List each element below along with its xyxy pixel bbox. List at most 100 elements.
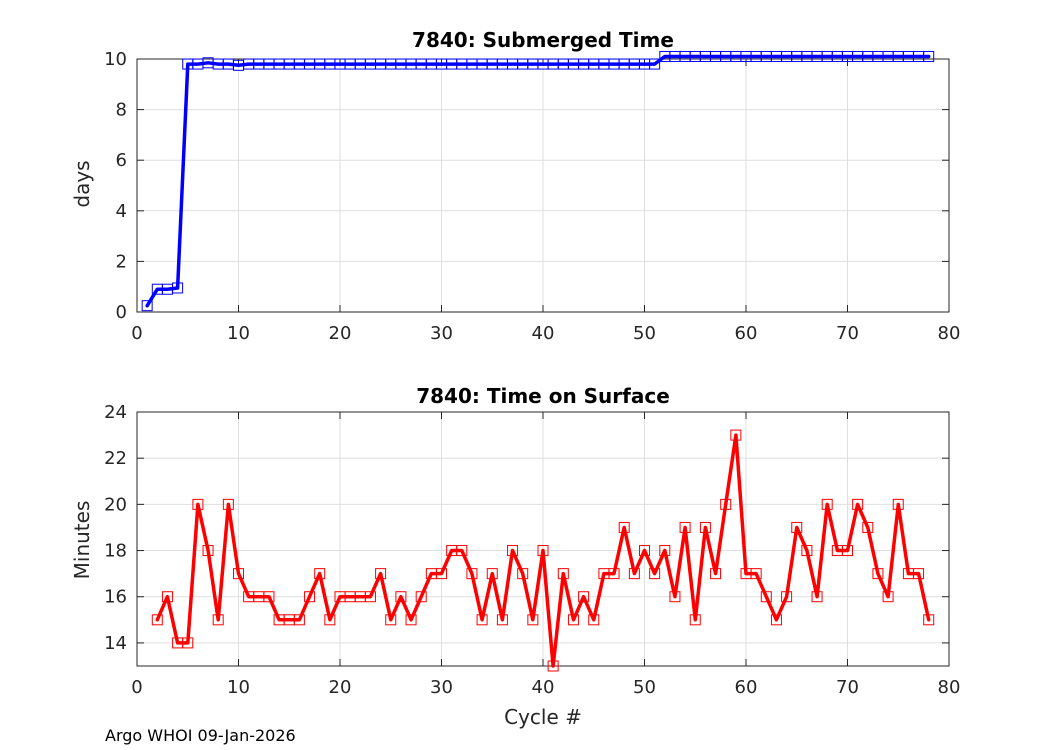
submerged-time-xtick-label: 50 [633, 323, 656, 344]
surface-time-data-point [821, 498, 833, 510]
surface-time-data-point [375, 568, 387, 580]
submerged-time-xtick-label: 20 [329, 323, 352, 344]
surface-time-data-point [202, 545, 214, 557]
surface-time-data-point [923, 614, 935, 626]
surface-time-ytick-label: 20 [104, 494, 127, 515]
surface-time-data-point [456, 545, 468, 557]
submerged-time-ytick-label: 8 [116, 100, 127, 121]
surface-time-data-point [466, 568, 478, 580]
surface-time-data-point [395, 591, 407, 603]
surface-time-data-point [547, 660, 559, 672]
surface-time-data-point [496, 614, 508, 626]
surface-time-data-point [263, 591, 275, 603]
surface-time-data-point [750, 568, 762, 580]
surface-time-data-point [689, 614, 701, 626]
submerged-time-ytick-label: 2 [116, 251, 127, 272]
surface-time-ytick-label: 16 [104, 587, 127, 608]
submerged-time-xtick-label: 0 [131, 323, 142, 344]
submerged-time-xtick-label: 70 [836, 323, 859, 344]
surface-time-data-point [710, 568, 722, 580]
surface-time-data-point [385, 614, 397, 626]
surface-time-data-point [639, 545, 650, 557]
surface-time-data-point [527, 614, 539, 626]
surface-time-xtick-label: 80 [938, 677, 961, 698]
submerged-time-title: 7840: Submerged Time [412, 28, 674, 52]
surface-time-data-point [770, 614, 782, 626]
surface-time-xtick-label: 10 [227, 677, 250, 698]
submerged-time-data-point [649, 58, 661, 70]
submerged-time-xtick-label: 40 [532, 323, 555, 344]
submerged-time-xtick-label: 80 [938, 323, 961, 344]
surface-time-xtick-label: 70 [836, 677, 859, 698]
surface-time-chart: 7840: Time on Surface Minutes Cycle # 0 1… [70, 384, 960, 729]
surface-time-data-point [304, 591, 316, 603]
surface-time-data-point [182, 637, 194, 649]
surface-time-xtick-label: 30 [430, 677, 453, 698]
surface-time-data-point [537, 545, 549, 557]
submerged-time-ytick-label: 0 [116, 302, 127, 323]
surface-time-xtick-label: 20 [329, 677, 352, 698]
surface-time-xtick-label: 0 [131, 677, 142, 698]
surface-time-data-point [699, 521, 711, 533]
surface-time-ytick-label: 14 [104, 633, 127, 654]
surface-time-data-point [151, 614, 163, 626]
surface-time-xlabel: Cycle # [504, 705, 582, 729]
surface-time-data-point [486, 568, 498, 580]
surface-time-data-point [517, 568, 529, 580]
surface-time-data-point [507, 545, 519, 557]
surface-time-data-point [293, 614, 305, 626]
surface-time-data-point [852, 498, 864, 510]
surface-time-data-point [212, 614, 224, 626]
submerged-time-data-point [141, 300, 153, 312]
surface-time-data-point [892, 498, 904, 510]
surface-time-data-point [476, 614, 488, 626]
surface-time-data-point [781, 591, 793, 603]
surface-time-data-point [659, 545, 671, 557]
surface-time-data-point [801, 545, 813, 557]
surface-time-data-point [913, 568, 925, 580]
surface-time-data-point [811, 591, 823, 603]
surface-time-data-point [608, 568, 620, 580]
surface-time-data-point [567, 614, 579, 626]
submerged-time-xtick-label: 10 [227, 323, 250, 344]
surface-time-ytick-label: 18 [104, 541, 127, 562]
submerged-time-data-point [923, 50, 935, 62]
submerged-time-ylabel: days [70, 160, 94, 207]
surface-time-data-point [161, 591, 173, 603]
surface-time-series-line [155, 433, 931, 668]
surface-time-data-point [882, 591, 894, 603]
footer-credit: Argo WHOI 09-Jan-2026 [105, 726, 296, 745]
submerged-time-xtick-label: 30 [430, 323, 453, 344]
surface-time-data-point [669, 591, 681, 603]
surface-time-xtick-label: 60 [735, 677, 758, 698]
surface-time-data-point [730, 429, 742, 441]
surface-time-data-point [222, 498, 234, 510]
submerged-time-xtick-label: 60 [735, 323, 758, 344]
surface-time-data-point [233, 568, 244, 580]
surface-time-data-point [618, 521, 630, 533]
surface-time-data-point [791, 521, 803, 533]
surface-time-data-point [628, 568, 640, 580]
surface-time-data-point [436, 568, 447, 580]
surface-time-data-point [588, 614, 600, 626]
surface-time-ytick-label: 24 [104, 402, 127, 423]
surface-time-data-point [405, 614, 417, 626]
submerged-time-ytick-label: 4 [116, 201, 127, 222]
surface-time-xtick-label: 40 [532, 677, 555, 698]
surface-time-data-point [415, 591, 427, 603]
submerged-time-ytick-label: 10 [104, 49, 127, 70]
submerged-time-data-point [172, 282, 184, 294]
surface-time-xtick-label: 50 [633, 677, 656, 698]
surface-time-data-point [649, 568, 661, 580]
surface-time-data-point [720, 498, 732, 510]
surface-time-data-point [862, 521, 874, 533]
submerged-time-chart: 7840: Submerged Time days 0 10 20 30 40 50 60 7… [70, 28, 960, 344]
surface-time-title: 7840: Time on Surface [416, 384, 670, 408]
surface-time-data-point [578, 591, 590, 603]
surface-time-data-point [760, 591, 772, 603]
submerged-time-ytick-label: 6 [116, 150, 127, 171]
surface-time-ylabel: Minutes [70, 501, 94, 580]
surface-time-data-point [679, 521, 691, 533]
surface-time-data-point [557, 568, 569, 580]
